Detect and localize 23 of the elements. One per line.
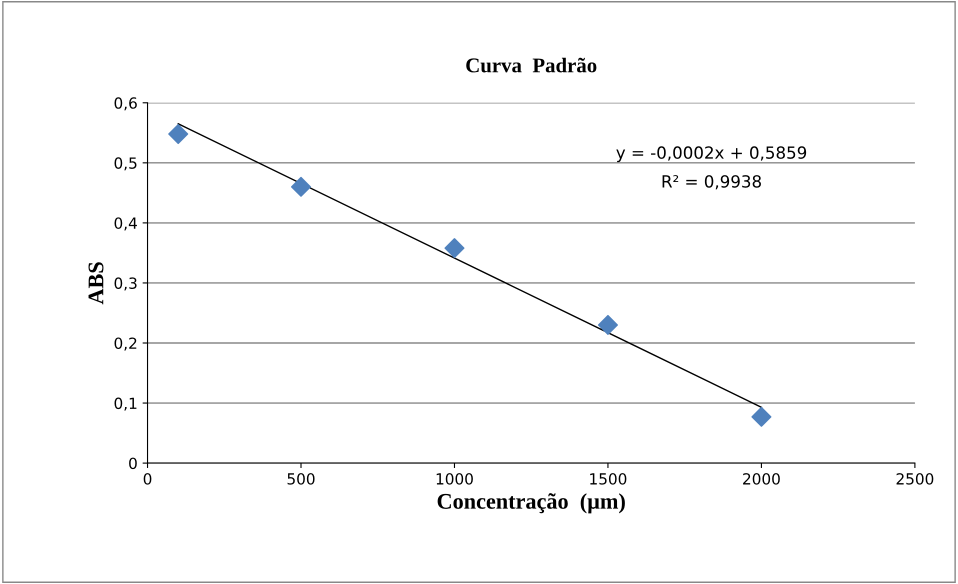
point (444, 238, 464, 258)
point (598, 314, 618, 335)
annotation: R² = 0,9938 (662, 175, 761, 190)
annotation: y = -0,0002x + 0,5859 (616, 146, 806, 162)
point (290, 176, 312, 197)
x-tick-label: 1000 (436, 473, 473, 485)
y-axis-title: ABS (88, 262, 104, 304)
x-tick-label: 0 (144, 473, 152, 485)
point (751, 406, 772, 427)
x-tick-label: 2000 (743, 473, 780, 485)
y-tick-label: 0,6 (114, 97, 137, 110)
y-tick-label: 0,5 (114, 157, 136, 170)
y-tick-label: 0,3 (114, 277, 137, 291)
y-tick-label: 0,4 (114, 217, 137, 230)
x-axis-title: Concentração (µm) (438, 493, 625, 514)
y-tick-label: 0 (129, 458, 137, 470)
point (168, 124, 188, 144)
x-tick-label: 500 (288, 473, 315, 485)
chart-title: Curva Padrão (466, 58, 596, 72)
x-tick-label: 2500 (896, 473, 934, 485)
y-tick-label: 0,1 (114, 398, 136, 411)
x-tick-label: 1500 (590, 473, 626, 485)
y-tick-label: 0,2 (114, 337, 136, 351)
